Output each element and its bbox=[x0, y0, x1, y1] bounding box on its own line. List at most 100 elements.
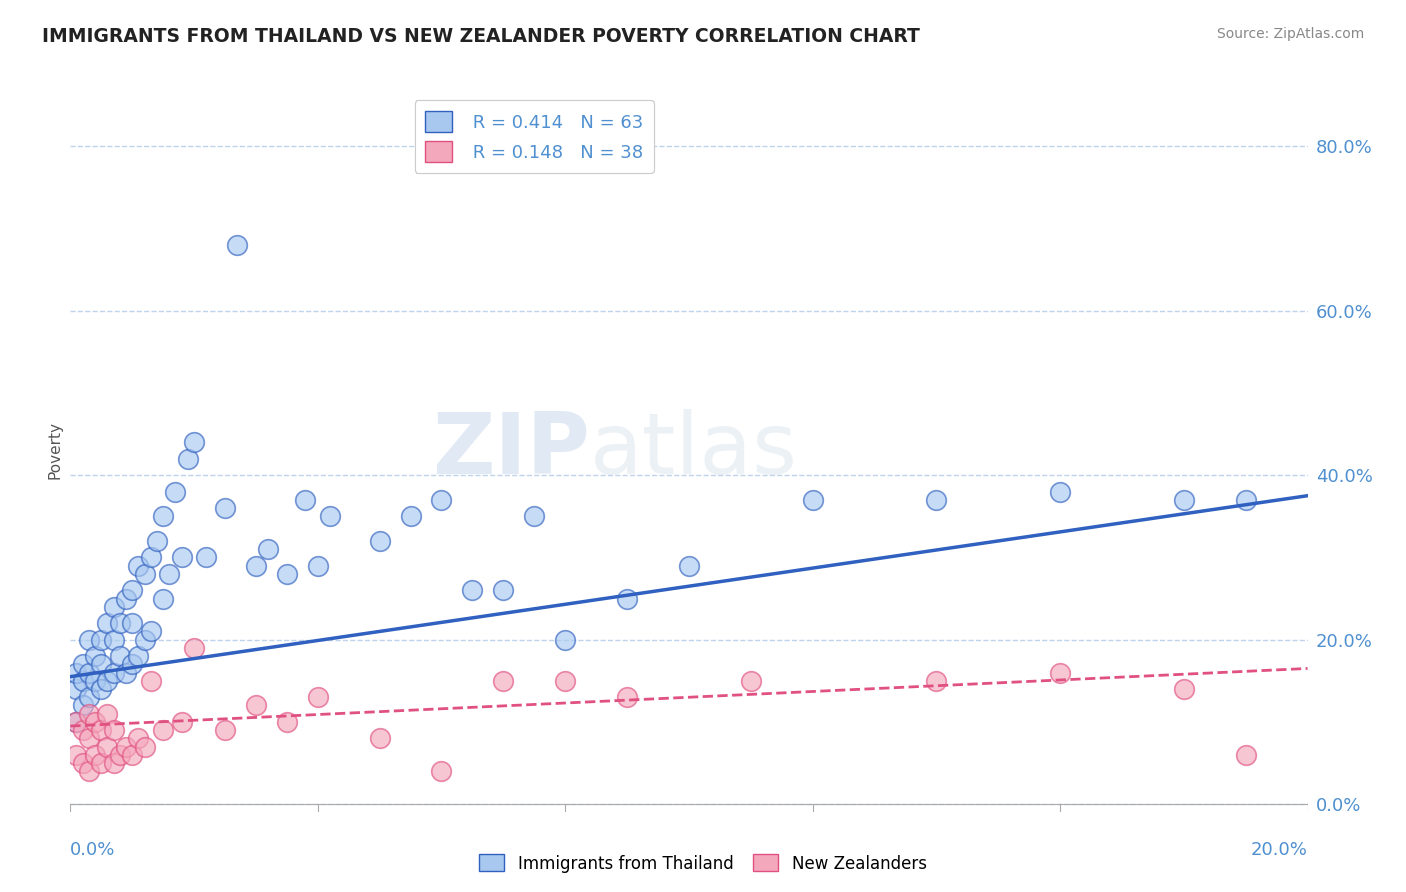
Point bbox=[127, 558, 149, 573]
Point bbox=[276, 566, 298, 581]
Point bbox=[72, 756, 94, 770]
Point bbox=[183, 640, 205, 655]
Point bbox=[1234, 747, 1257, 762]
Point bbox=[103, 632, 125, 647]
Point bbox=[139, 673, 162, 688]
Point bbox=[307, 690, 329, 705]
Point bbox=[96, 739, 118, 754]
Point bbox=[152, 591, 174, 606]
Point bbox=[214, 723, 236, 738]
Point bbox=[523, 509, 546, 524]
Point bbox=[96, 706, 118, 721]
Point bbox=[77, 632, 100, 647]
Point bbox=[115, 665, 138, 680]
Point bbox=[72, 698, 94, 713]
Point bbox=[77, 665, 100, 680]
Point bbox=[616, 591, 638, 606]
Point bbox=[157, 566, 180, 581]
Text: Poverty: Poverty bbox=[48, 421, 63, 480]
Point bbox=[257, 542, 280, 557]
Point bbox=[368, 533, 391, 548]
Point bbox=[84, 747, 107, 762]
Point bbox=[134, 739, 156, 754]
Point bbox=[430, 764, 453, 779]
Point bbox=[139, 624, 162, 639]
Point bbox=[121, 616, 143, 631]
Point bbox=[72, 723, 94, 738]
Point bbox=[72, 673, 94, 688]
Point bbox=[77, 764, 100, 779]
Point bbox=[103, 723, 125, 738]
Point bbox=[134, 566, 156, 581]
Point bbox=[108, 649, 131, 664]
Point bbox=[214, 501, 236, 516]
Legend:  R = 0.414   N = 63,  R = 0.148   N = 38: R = 0.414 N = 63, R = 0.148 N = 38 bbox=[415, 101, 654, 173]
Point bbox=[492, 583, 515, 598]
Text: ZIP: ZIP bbox=[432, 409, 591, 492]
Point bbox=[183, 435, 205, 450]
Point bbox=[121, 747, 143, 762]
Point bbox=[165, 484, 187, 499]
Text: IMMIGRANTS FROM THAILAND VS NEW ZEALANDER POVERTY CORRELATION CHART: IMMIGRANTS FROM THAILAND VS NEW ZEALANDE… bbox=[42, 27, 920, 45]
Point bbox=[127, 731, 149, 746]
Point bbox=[90, 681, 112, 696]
Point bbox=[121, 583, 143, 598]
Point bbox=[77, 706, 100, 721]
Point bbox=[77, 690, 100, 705]
Point bbox=[65, 714, 87, 729]
Point bbox=[1049, 665, 1071, 680]
Point bbox=[65, 714, 87, 729]
Point bbox=[90, 756, 112, 770]
Point bbox=[740, 673, 762, 688]
Point bbox=[1049, 484, 1071, 499]
Point bbox=[139, 550, 162, 565]
Point bbox=[276, 714, 298, 729]
Point bbox=[146, 533, 169, 548]
Text: atlas: atlas bbox=[591, 409, 799, 492]
Point bbox=[1173, 681, 1195, 696]
Point bbox=[399, 509, 422, 524]
Point bbox=[801, 492, 824, 507]
Point bbox=[170, 714, 193, 729]
Point bbox=[430, 492, 453, 507]
Text: 0.0%: 0.0% bbox=[70, 841, 115, 859]
Text: 20.0%: 20.0% bbox=[1251, 841, 1308, 859]
Point bbox=[245, 698, 267, 713]
Point bbox=[678, 558, 700, 573]
Text: Source: ZipAtlas.com: Source: ZipAtlas.com bbox=[1216, 27, 1364, 41]
Point bbox=[84, 673, 107, 688]
Point bbox=[195, 550, 218, 565]
Point bbox=[96, 673, 118, 688]
Point bbox=[245, 558, 267, 573]
Point bbox=[461, 583, 484, 598]
Point bbox=[108, 616, 131, 631]
Point bbox=[65, 665, 87, 680]
Point bbox=[226, 237, 249, 252]
Point bbox=[84, 649, 107, 664]
Point bbox=[925, 673, 948, 688]
Point bbox=[554, 673, 576, 688]
Point bbox=[152, 509, 174, 524]
Point bbox=[134, 632, 156, 647]
Point bbox=[294, 492, 316, 507]
Point bbox=[152, 723, 174, 738]
Point bbox=[90, 657, 112, 672]
Point bbox=[177, 451, 200, 466]
Point bbox=[72, 657, 94, 672]
Point bbox=[127, 649, 149, 664]
Point bbox=[307, 558, 329, 573]
Point bbox=[103, 756, 125, 770]
Point bbox=[103, 599, 125, 614]
Point bbox=[368, 731, 391, 746]
Point bbox=[1234, 492, 1257, 507]
Point bbox=[1173, 492, 1195, 507]
Point bbox=[108, 747, 131, 762]
Point bbox=[90, 723, 112, 738]
Point bbox=[925, 492, 948, 507]
Point bbox=[115, 591, 138, 606]
Point bbox=[170, 550, 193, 565]
Point bbox=[554, 632, 576, 647]
Point bbox=[84, 714, 107, 729]
Point bbox=[492, 673, 515, 688]
Point bbox=[616, 690, 638, 705]
